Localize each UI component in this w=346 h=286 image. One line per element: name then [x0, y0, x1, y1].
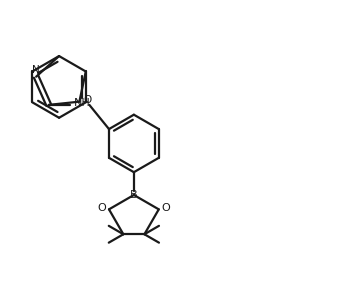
- Text: NH: NH: [74, 98, 91, 108]
- Text: O: O: [161, 202, 170, 212]
- Text: N: N: [32, 65, 40, 76]
- Text: O: O: [98, 202, 106, 212]
- Text: O: O: [83, 95, 91, 105]
- Text: B: B: [130, 190, 138, 200]
